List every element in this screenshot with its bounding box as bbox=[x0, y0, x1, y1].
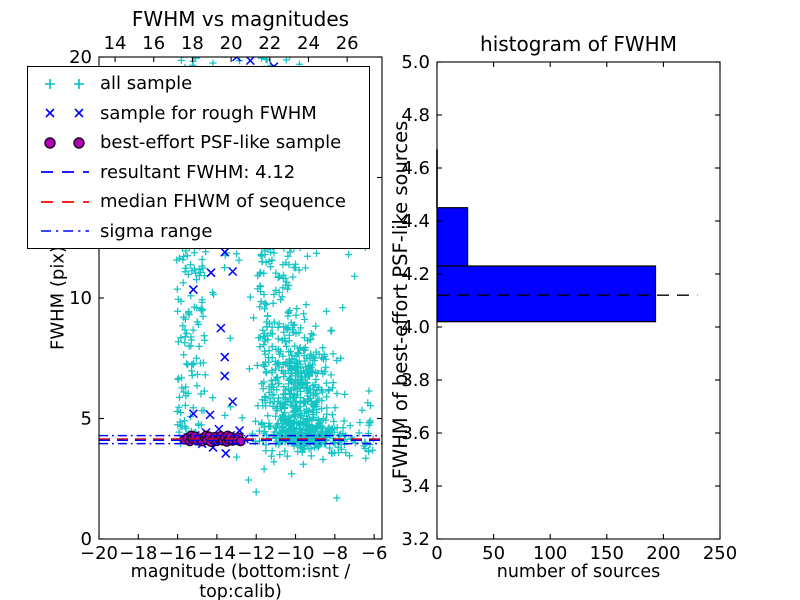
tick-label: 4.8 bbox=[401, 105, 430, 126]
tick-label: 5 bbox=[81, 409, 92, 430]
tick-label: 3.6 bbox=[401, 423, 430, 444]
tick-label: 3.4 bbox=[401, 476, 430, 497]
legend-label: sample for rough FWHM bbox=[100, 102, 317, 124]
tick-label: −20 bbox=[80, 543, 118, 564]
tick-label: 250 bbox=[703, 543, 737, 564]
legend-entry-all-sample: all sample bbox=[28, 70, 369, 98]
tick-label: −6 bbox=[361, 543, 388, 564]
tick-label: 20 bbox=[69, 47, 92, 68]
hist-bar bbox=[436, 265, 657, 323]
left-plot-frame bbox=[98, 56, 383, 540]
right-plot-title: histogram of FWHM bbox=[480, 32, 677, 56]
tick-label: 50 bbox=[482, 543, 505, 564]
legend-entry-psf-sample: best-effort PSF-like sample bbox=[28, 129, 369, 157]
left-plot-xlabel: magnitude (bottom:isnt / top:calib) bbox=[130, 562, 351, 600]
circle-marker-icon bbox=[44, 136, 85, 149]
blue-dashed-line-icon bbox=[41, 171, 89, 174]
legend-box: all sample sample for rough FWHM best-ef… bbox=[27, 66, 370, 249]
left-plot-title: FWHM vs magnitudes bbox=[131, 7, 350, 31]
tick-label: 3.2 bbox=[401, 529, 430, 550]
x-marker-icon bbox=[45, 108, 84, 118]
legend-label: median FHWM of sequence bbox=[100, 191, 346, 213]
tick-label: 26 bbox=[336, 33, 359, 54]
tick-label: 0 bbox=[431, 543, 442, 564]
tick-label: 4.2 bbox=[401, 264, 430, 285]
legend-label: all sample bbox=[100, 73, 193, 95]
legend-entry-sigma-range: sigma range bbox=[28, 217, 369, 245]
tick-label: −14 bbox=[198, 543, 236, 564]
blue-dashdot-line-icon bbox=[41, 230, 89, 233]
tick-label: 4.4 bbox=[401, 211, 430, 232]
legend-label: best-effort PSF-like sample bbox=[100, 132, 342, 154]
left-plot-data-area bbox=[99, 57, 382, 502]
legend-entry-resultant-fwhm: resultant FWHM: 4.12 bbox=[28, 158, 369, 186]
tick-label: −8 bbox=[322, 543, 349, 564]
tick-label: 5.0 bbox=[401, 52, 430, 73]
tick-label: 200 bbox=[646, 543, 680, 564]
tick-label: 16 bbox=[142, 33, 165, 54]
tick-label: 100 bbox=[533, 543, 567, 564]
tick-label: 150 bbox=[590, 543, 624, 564]
plus-marker-icon bbox=[45, 78, 84, 89]
tick-label: 24 bbox=[297, 33, 320, 54]
tick-label: 0 bbox=[81, 529, 92, 550]
tick-label: 4.0 bbox=[401, 317, 430, 338]
legend-entry-median-fwhm: median FHWM of sequence bbox=[28, 188, 369, 216]
left-plot bbox=[99, 57, 382, 502]
tick-label: 10 bbox=[69, 288, 92, 309]
right-plot-ylabel: FWHM of best-effort PSF-like sources bbox=[388, 120, 412, 480]
axes: −20 −18 −16 −14 −12 −10 −8 −6 14 16 18 20 22 24 26 0 5 10… bbox=[69, 33, 737, 564]
tick-label: −18 bbox=[119, 543, 157, 564]
tick-label: −10 bbox=[277, 543, 315, 564]
tick-label: −12 bbox=[237, 543, 275, 564]
right-plot-xlabel: number of sources bbox=[496, 562, 661, 582]
hist-bar bbox=[436, 207, 469, 267]
tick-label: 3.8 bbox=[401, 370, 430, 391]
right-plot-frame bbox=[436, 61, 721, 540]
legend-entry-rough-fwhm: sample for rough FWHM bbox=[28, 99, 369, 127]
tick-label: 14 bbox=[104, 33, 127, 54]
red-dashed-line-icon bbox=[41, 200, 89, 203]
tick-label: 4.6 bbox=[401, 158, 430, 179]
legend-label: sigma range bbox=[100, 220, 213, 242]
tick-label: 20 bbox=[220, 33, 243, 54]
left-plot-ylabel: FWHM (pix) bbox=[47, 245, 69, 351]
tick-label: −16 bbox=[159, 543, 197, 564]
right-plot bbox=[436, 149, 698, 323]
tick-label: 18 bbox=[181, 33, 204, 54]
tick-label: 22 bbox=[258, 33, 281, 54]
legend-label: resultant FWHM: 4.12 bbox=[100, 161, 296, 183]
